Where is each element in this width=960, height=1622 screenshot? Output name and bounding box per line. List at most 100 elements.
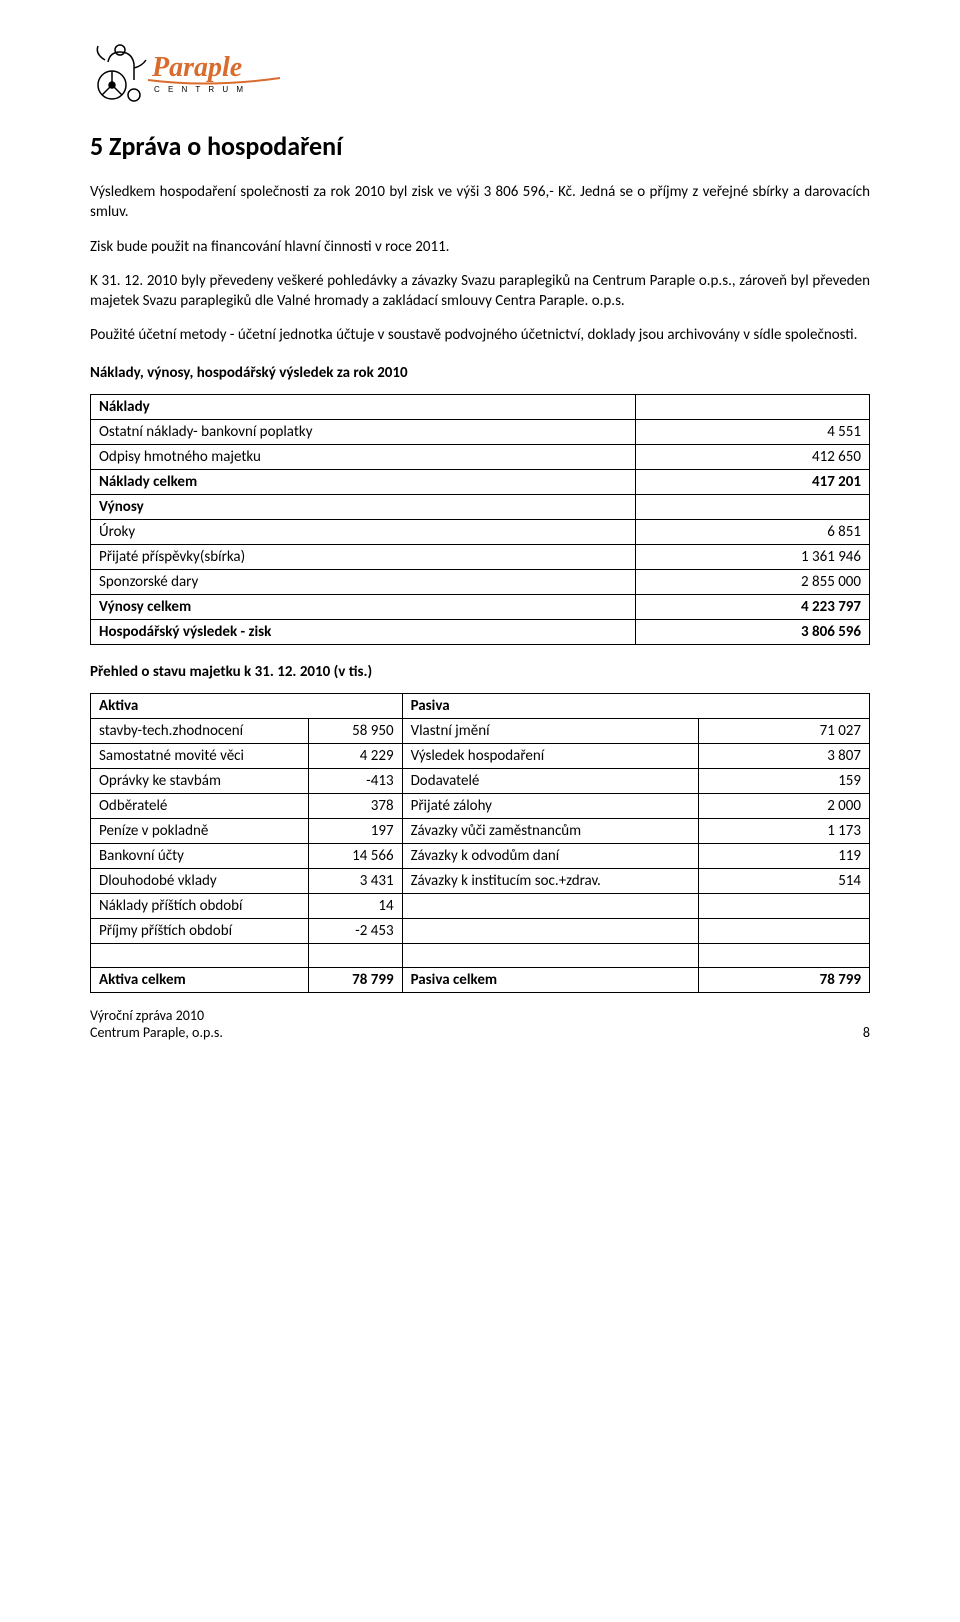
table-row: Hospodářský výsledek - zisk3 806 596 [91,619,870,644]
cost-label: Odpisy hmotného majetku [91,444,636,469]
cost-label: Výnosy celkem [91,594,636,619]
cost-label: Náklady [91,394,636,419]
balance-total-cell: 78 799 [309,967,402,992]
table-row: Samostatné movité věci4 229Výsledek hosp… [91,743,870,768]
cost-value: 4 551 [636,419,870,444]
balance-cell: 14 566 [309,843,402,868]
table-header-row: AktivaPasiva [91,693,870,718]
aktiva-header: Aktiva [91,693,403,718]
svg-text:C E N T R U M: C E N T R U M [154,85,246,94]
balance-cell [91,943,309,967]
balance-cell: Příjmy příštích období [91,918,309,943]
balance-cell: Výsledek hospodaření [402,743,698,768]
table-row: Sponzorské dary2 855 000 [91,569,870,594]
cost-label: Úroky [91,519,636,544]
balance-cell: Dlouhodobé vklady [91,868,309,893]
balance-cell: Náklady příštích období [91,893,309,918]
balance-table: AktivaPasivastavby-tech.zhodnocení58 950… [90,693,870,993]
balance-cell [309,943,402,967]
balance-total-cell: Aktiva celkem [91,967,309,992]
table-row: Náklady celkem417 201 [91,469,870,494]
costs-table: NákladyOstatní náklady- bankovní poplatk… [90,394,870,645]
balance-cell: 2 000 [698,793,869,818]
pasiva-header: Pasiva [402,693,869,718]
cost-label: Přijaté příspěvky(sbírka) [91,544,636,569]
balance-cell: Závazky k odvodům daní [402,843,698,868]
table-row: Oprávky ke stavbám-413Dodavatelé159 [91,768,870,793]
cost-value [636,494,870,519]
table-row: Výnosy celkem4 223 797 [91,594,870,619]
logo: Paraple C E N T R U M [90,40,870,110]
balance-title: Přehled o stavu majetku k 31. 12. 2010 (… [90,663,870,681]
balance-cell: Samostatné movité věci [91,743,309,768]
balance-cell: Vlastní jmění [402,718,698,743]
balance-cell [402,918,698,943]
balance-cell: 159 [698,768,869,793]
cost-value: 417 201 [636,469,870,494]
paragraph-3: K 31. 12. 2010 byly převedeny veškeré po… [90,271,870,312]
costs-title: Náklady, výnosy, hospodářský výsledek za… [90,364,870,382]
table-row: Náklady [91,394,870,419]
table-row: Ostatní náklady- bankovní poplatky4 551 [91,419,870,444]
paragraph-4: Použité účetní metody - účetní jednotka … [90,325,870,345]
balance-cell: 3 807 [698,743,869,768]
cost-value: 6 851 [636,519,870,544]
cost-value: 412 650 [636,444,870,469]
balance-cell: 4 229 [309,743,402,768]
paragraph-2: Zisk bude použit na financování hlavní č… [90,237,870,257]
table-row: Úroky6 851 [91,519,870,544]
table-row: Náklady příštích období14 [91,893,870,918]
footer: Výroční zpráva 2010 Centrum Paraple, o.p… [90,1007,870,1041]
cost-label: Hospodářský výsledek - zisk [91,619,636,644]
balance-cell [698,893,869,918]
balance-cell [698,918,869,943]
table-row: Odpisy hmotného majetku412 650 [91,444,870,469]
balance-cell: 3 431 [309,868,402,893]
table-row: Přijaté příspěvky(sbírka)1 361 946 [91,544,870,569]
balance-cell: Bankovní účty [91,843,309,868]
balance-cell: 71 027 [698,718,869,743]
svg-text:Paraple: Paraple [151,52,242,83]
table-row: Příjmy příštích období-2 453 [91,918,870,943]
balance-cell: -2 453 [309,918,402,943]
cost-label: Náklady celkem [91,469,636,494]
footer-line1: Výroční zpráva 2010 [90,1007,223,1024]
cost-value: 2 855 000 [636,569,870,594]
balance-cell: Přijaté zálohy [402,793,698,818]
table-row: Bankovní účty14 566Závazky k odvodům dan… [91,843,870,868]
balance-cell: 378 [309,793,402,818]
table-row: stavby-tech.zhodnocení58 950Vlastní jměn… [91,718,870,743]
page-number: 8 [863,1024,870,1041]
table-row: Peníze v pokladně197Závazky vůči zaměstn… [91,818,870,843]
table-row: Odběratelé378Přijaté zálohy2 000 [91,793,870,818]
balance-cell: 197 [309,818,402,843]
paragraph-1: Výsledkem hospodaření společnosti za rok… [90,182,870,223]
cost-value: 3 806 596 [636,619,870,644]
balance-cell [402,943,698,967]
balance-cell: Závazky vůči zaměstnancům [402,818,698,843]
balance-cell [402,893,698,918]
table-row [91,943,870,967]
table-row: Výnosy [91,494,870,519]
cost-value [636,394,870,419]
balance-total-cell: Pasiva celkem [402,967,698,992]
balance-cell: 14 [309,893,402,918]
table-total-row: Aktiva celkem78 799Pasiva celkem78 799 [91,967,870,992]
balance-cell: 514 [698,868,869,893]
balance-cell: 58 950 [309,718,402,743]
balance-cell [698,943,869,967]
balance-cell: stavby-tech.zhodnocení [91,718,309,743]
balance-cell: Závazky k institucím soc.+zdrav. [402,868,698,893]
cost-label: Sponzorské dary [91,569,636,594]
section-heading: 5 Zpráva o hospodaření [90,130,870,162]
cost-value: 4 223 797 [636,594,870,619]
table-row: Dlouhodobé vklady3 431Závazky k instituc… [91,868,870,893]
balance-cell: -413 [309,768,402,793]
balance-cell: Peníze v pokladně [91,818,309,843]
cost-label: Ostatní náklady- bankovní poplatky [91,419,636,444]
cost-label: Výnosy [91,494,636,519]
balance-cell: Oprávky ke stavbám [91,768,309,793]
footer-line2: Centrum Paraple, o.p.s. [90,1024,223,1041]
balance-cell: Odběratelé [91,793,309,818]
balance-cell: Dodavatelé [402,768,698,793]
